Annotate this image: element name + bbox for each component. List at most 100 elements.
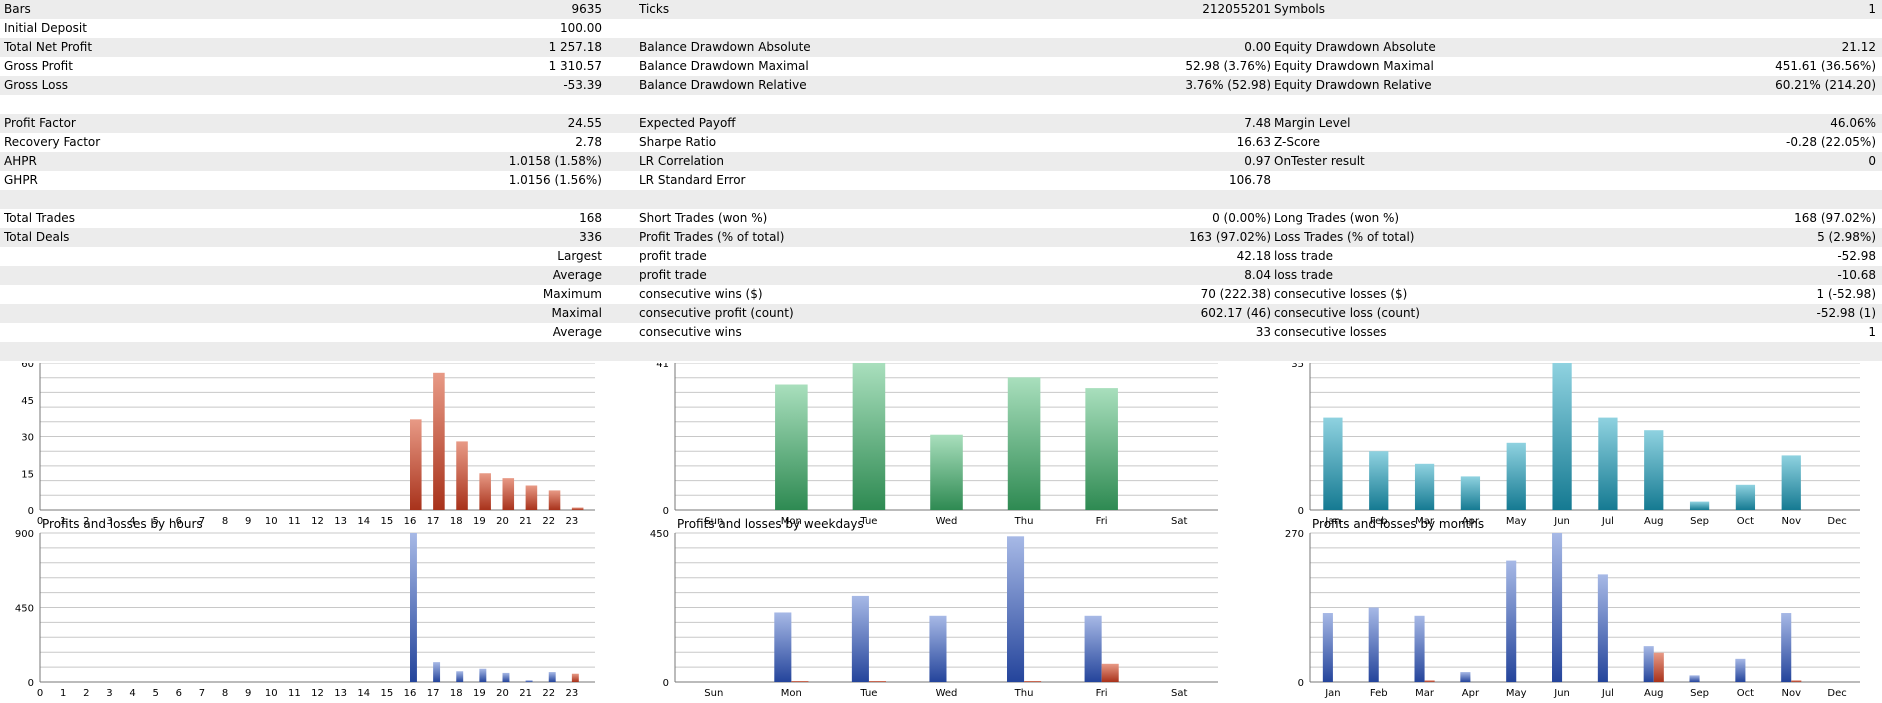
x-tick-label: Fri xyxy=(1096,516,1108,527)
stats-value: 106.78 xyxy=(1229,173,1271,187)
stats-row: Gross Loss -53.39 Balance Drawdown Relativ… xyxy=(0,76,1882,95)
chart-bar xyxy=(1007,377,1041,510)
x-tick-label: 11 xyxy=(288,688,301,699)
stats-row: Gross Profit 1 310.57 Balance Drawdown Max… xyxy=(0,57,1882,76)
stats-value: 8.04 xyxy=(1244,268,1271,282)
y-tick-label: 30 xyxy=(21,433,34,444)
x-tick-label: Apr xyxy=(1462,516,1480,527)
stats-label: loss trade xyxy=(1274,268,1333,282)
stats-row: Recovery Factor 2.78 Sharpe Ratio 16.63 Z-Sc… xyxy=(0,133,1882,152)
x-tick-label: 21 xyxy=(519,516,532,527)
stats-value: 24.55 xyxy=(567,116,602,130)
x-tick-label: 11 xyxy=(288,516,301,527)
x-tick-label: Aug xyxy=(1644,688,1664,699)
stats-label: Expected Payoff xyxy=(639,116,736,130)
chart-bar xyxy=(1460,476,1481,510)
chart-bar xyxy=(1735,658,1746,682)
x-tick-label: Jan xyxy=(1324,688,1340,699)
x-tick-label: 19 xyxy=(473,516,486,527)
stats-label xyxy=(4,323,304,342)
stats-row xyxy=(0,190,1882,209)
x-tick-label: 15 xyxy=(381,516,394,527)
x-tick-label: 4 xyxy=(129,516,135,527)
chart-bar xyxy=(791,681,809,682)
stats-value: 3.76% (52.98) xyxy=(1185,78,1271,92)
x-tick-label: Dec xyxy=(1827,516,1846,527)
stats-value: 0 xyxy=(1868,154,1876,168)
y-tick-label: 0 xyxy=(1298,678,1304,689)
chart-bar xyxy=(774,612,792,682)
stats-label: OnTester result xyxy=(1274,154,1365,168)
stats-value xyxy=(900,19,1271,38)
x-tick-label: Mon xyxy=(781,516,802,527)
x-tick-label: 17 xyxy=(427,688,440,699)
x-tick-label: Mon xyxy=(781,688,802,699)
stats-value: 1.0158 (1.58%) xyxy=(508,154,602,168)
stats-value: 1 257.18 xyxy=(548,40,602,54)
y-tick-label: 270 xyxy=(1285,529,1304,540)
x-tick-label: Jul xyxy=(1601,688,1614,699)
stats-label: Total Trades xyxy=(4,211,75,225)
stats-label xyxy=(4,285,304,304)
chart-bar xyxy=(1460,672,1471,682)
x-tick-label: 23 xyxy=(566,688,579,699)
chart-bar xyxy=(1598,417,1618,510)
stats-row: Bars 9635 Ticks 212055201 Symbols 1 xyxy=(0,0,1882,19)
chart-bar xyxy=(1781,455,1801,510)
stats-value: 9635 xyxy=(571,2,602,16)
stats-label: consecutive wins xyxy=(639,325,742,339)
x-tick-label: 7 xyxy=(199,516,205,527)
chart-bar xyxy=(1085,388,1118,510)
stats-label: Short Trades (won %) xyxy=(639,211,768,225)
x-tick-label: 13 xyxy=(334,688,347,699)
x-tick-label: Mar xyxy=(1415,516,1435,527)
stats-value xyxy=(1500,342,1876,361)
stats-label: loss trade xyxy=(1274,249,1333,263)
stats-label: Initial Deposit xyxy=(4,21,87,35)
stats-value xyxy=(900,190,1271,209)
stats-value xyxy=(1500,190,1876,209)
chart-bar xyxy=(1368,607,1379,682)
stats-label: consecutive losses xyxy=(1274,325,1387,339)
stats-label: GHPR xyxy=(4,173,38,187)
chart-bar xyxy=(479,473,491,510)
x-tick-label: 12 xyxy=(311,516,324,527)
stats-label: consecutive loss (count) xyxy=(1274,306,1420,320)
stats-value: 212055201 xyxy=(1202,2,1271,16)
stats-label: Gross Profit xyxy=(4,59,73,73)
y-tick-label: 0 xyxy=(1298,506,1304,517)
chart-bar xyxy=(1007,536,1025,682)
stats-label: Total Deals xyxy=(4,230,70,244)
chart-bar xyxy=(1781,613,1792,682)
stats-label: Balance Drawdown Relative xyxy=(639,78,807,92)
stats-value: Average xyxy=(552,268,602,282)
stats-value: 168 (97.02%) xyxy=(1794,211,1876,225)
chart-bar xyxy=(479,668,487,682)
y-tick-label: 35 xyxy=(1291,363,1304,370)
charts-canvas: Entries by hours (Asia,Europe,USA)015304… xyxy=(15,363,1860,699)
y-tick-label: 0 xyxy=(28,506,34,517)
x-tick-label: Jul xyxy=(1601,516,1614,527)
stats-label xyxy=(639,95,939,114)
x-tick-label: 10 xyxy=(265,516,278,527)
x-tick-label: Jun xyxy=(1553,688,1570,699)
chart-bar xyxy=(502,478,515,510)
stats-label: Equity Drawdown Relative xyxy=(1274,78,1432,92)
x-tick-label: 18 xyxy=(450,516,463,527)
stats-value xyxy=(300,190,602,209)
stats-row: Average profit trade 8.04 loss trade -10.68 xyxy=(0,266,1882,285)
x-tick-label: 9 xyxy=(245,516,251,527)
x-tick-label: 15 xyxy=(381,688,394,699)
stats-label: Loss Trades (% of total) xyxy=(1274,230,1415,244)
chart-bar xyxy=(548,490,561,510)
y-tick-label: 0 xyxy=(663,506,669,517)
chart-bar xyxy=(525,485,538,510)
report-charts: Entries by hours (Asia,Europe,USA)015304… xyxy=(0,363,1882,703)
x-tick-label: Sep xyxy=(1690,688,1709,699)
stats-label: Z-Score xyxy=(1274,135,1320,149)
x-tick-label: Thu xyxy=(1014,688,1034,699)
chart-bar xyxy=(1024,681,1042,682)
stats-label: Balance Drawdown Maximal xyxy=(639,59,809,73)
x-tick-label: 16 xyxy=(404,516,417,527)
chart-bar xyxy=(1414,615,1425,682)
